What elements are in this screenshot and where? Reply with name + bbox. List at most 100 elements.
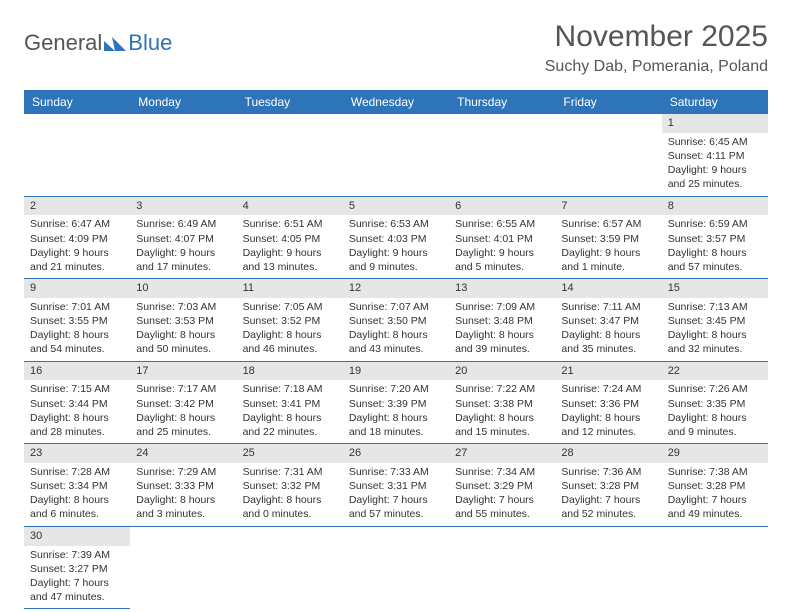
calendar-body: 1Sunrise: 6:45 AMSunset: 4:11 PMDaylight… [24, 114, 768, 609]
day-line-d1: Daylight: 8 hours [136, 328, 230, 342]
day-line-d2: and 25 minutes. [668, 177, 762, 191]
day-line-d1: Daylight: 8 hours [668, 328, 762, 342]
calendar-cell: 9Sunrise: 7:01 AMSunset: 3:55 PMDaylight… [24, 279, 130, 362]
day-line-sr: Sunrise: 6:51 AM [243, 217, 337, 231]
calendar-cell [555, 526, 661, 609]
day-line-ss: Sunset: 3:32 PM [243, 479, 337, 493]
day-line-d1: Daylight: 8 hours [136, 493, 230, 507]
day-line-d2: and 9 minutes. [668, 425, 762, 439]
day-line-ss: Sunset: 3:48 PM [455, 314, 549, 328]
day-line-d1: Daylight: 8 hours [561, 411, 655, 425]
day-line-d2: and 52 minutes. [561, 507, 655, 521]
calendar-cell: 5Sunrise: 6:53 AMSunset: 4:03 PMDaylight… [343, 196, 449, 279]
day-line-d1: Daylight: 8 hours [30, 411, 124, 425]
day-body: Sunrise: 7:13 AMSunset: 3:45 PMDaylight:… [662, 298, 768, 361]
day-line-d1: Daylight: 7 hours [30, 576, 124, 590]
day-number: 27 [449, 444, 555, 463]
day-line-d2: and 18 minutes. [349, 425, 443, 439]
day-line-d2: and 28 minutes. [30, 425, 124, 439]
day-line-d1: Daylight: 9 hours [243, 246, 337, 260]
calendar-row: 9Sunrise: 7:01 AMSunset: 3:55 PMDaylight… [24, 279, 768, 362]
day-line-d1: Daylight: 8 hours [455, 411, 549, 425]
day-line-sr: Sunrise: 7:39 AM [30, 548, 124, 562]
day-line-sr: Sunrise: 7:17 AM [136, 382, 230, 396]
title-block: November 2025 Suchy Dab, Pomerania, Pola… [545, 20, 768, 76]
day-body: Sunrise: 7:07 AMSunset: 3:50 PMDaylight:… [343, 298, 449, 361]
calendar-cell: 20Sunrise: 7:22 AMSunset: 3:38 PMDayligh… [449, 361, 555, 444]
day-line-d2: and 13 minutes. [243, 260, 337, 274]
logo-text-blue: Blue [128, 30, 172, 56]
calendar-cell [343, 114, 449, 196]
day-line-ss: Sunset: 3:31 PM [349, 479, 443, 493]
day-line-d2: and 47 minutes. [30, 590, 124, 604]
day-number [343, 527, 449, 546]
day-line-sr: Sunrise: 7:05 AM [243, 300, 337, 314]
day-line-ss: Sunset: 3:45 PM [668, 314, 762, 328]
day-line-ss: Sunset: 3:55 PM [30, 314, 124, 328]
day-line-d2: and 5 minutes. [455, 260, 549, 274]
day-line-ss: Sunset: 3:29 PM [455, 479, 549, 493]
day-number: 23 [24, 444, 130, 463]
calendar-cell: 22Sunrise: 7:26 AMSunset: 3:35 PMDayligh… [662, 361, 768, 444]
calendar-cell: 27Sunrise: 7:34 AMSunset: 3:29 PMDayligh… [449, 444, 555, 527]
day-line-ss: Sunset: 3:33 PM [136, 479, 230, 493]
day-number: 4 [237, 197, 343, 216]
day-line-d1: Daylight: 7 hours [668, 493, 762, 507]
day-body [130, 133, 236, 139]
day-number: 12 [343, 279, 449, 298]
day-line-d1: Daylight: 8 hours [243, 411, 337, 425]
calendar-row: 2Sunrise: 6:47 AMSunset: 4:09 PMDaylight… [24, 196, 768, 279]
calendar-row: 23Sunrise: 7:28 AMSunset: 3:34 PMDayligh… [24, 444, 768, 527]
calendar-cell: 1Sunrise: 6:45 AMSunset: 4:11 PMDaylight… [662, 114, 768, 196]
day-line-d2: and 57 minutes. [349, 507, 443, 521]
day-line-sr: Sunrise: 6:59 AM [668, 217, 762, 231]
day-line-d2: and 0 minutes. [243, 507, 337, 521]
day-line-d2: and 54 minutes. [30, 342, 124, 356]
day-body: Sunrise: 7:36 AMSunset: 3:28 PMDaylight:… [555, 463, 661, 526]
day-line-d2: and 39 minutes. [455, 342, 549, 356]
calendar-row: 30Sunrise: 7:39 AMSunset: 3:27 PMDayligh… [24, 526, 768, 609]
day-line-ss: Sunset: 3:36 PM [561, 397, 655, 411]
day-body [555, 133, 661, 139]
calendar-cell: 11Sunrise: 7:05 AMSunset: 3:52 PMDayligh… [237, 279, 343, 362]
day-line-sr: Sunrise: 7:13 AM [668, 300, 762, 314]
day-line-sr: Sunrise: 6:57 AM [561, 217, 655, 231]
day-line-ss: Sunset: 3:44 PM [30, 397, 124, 411]
day-body [343, 546, 449, 552]
day-body: Sunrise: 7:38 AMSunset: 3:28 PMDaylight:… [662, 463, 768, 526]
calendar-cell: 15Sunrise: 7:13 AMSunset: 3:45 PMDayligh… [662, 279, 768, 362]
day-number: 6 [449, 197, 555, 216]
day-body: Sunrise: 7:22 AMSunset: 3:38 PMDaylight:… [449, 380, 555, 443]
day-line-d2: and 6 minutes. [30, 507, 124, 521]
calendar-cell: 4Sunrise: 6:51 AMSunset: 4:05 PMDaylight… [237, 196, 343, 279]
calendar-cell: 19Sunrise: 7:20 AMSunset: 3:39 PMDayligh… [343, 361, 449, 444]
calendar-cell [662, 526, 768, 609]
day-line-sr: Sunrise: 7:33 AM [349, 465, 443, 479]
day-line-d1: Daylight: 9 hours [30, 246, 124, 260]
day-body [237, 546, 343, 552]
header: General Blue November 2025 Suchy Dab, Po… [24, 20, 768, 76]
day-body: Sunrise: 7:11 AMSunset: 3:47 PMDaylight:… [555, 298, 661, 361]
day-line-d1: Daylight: 8 hours [668, 411, 762, 425]
day-number [662, 527, 768, 546]
day-body: Sunrise: 7:26 AMSunset: 3:35 PMDaylight:… [662, 380, 768, 443]
day-line-d2: and 12 minutes. [561, 425, 655, 439]
day-body: Sunrise: 7:33 AMSunset: 3:31 PMDaylight:… [343, 463, 449, 526]
day-body [130, 546, 236, 552]
day-line-d1: Daylight: 7 hours [455, 493, 549, 507]
day-number: 19 [343, 362, 449, 381]
weekday-header: Saturday [662, 90, 768, 114]
day-number: 18 [237, 362, 343, 381]
day-body: Sunrise: 6:55 AMSunset: 4:01 PMDaylight:… [449, 215, 555, 278]
day-body: Sunrise: 6:51 AMSunset: 4:05 PMDaylight:… [237, 215, 343, 278]
day-line-d1: Daylight: 9 hours [136, 246, 230, 260]
day-line-ss: Sunset: 3:59 PM [561, 232, 655, 246]
day-line-sr: Sunrise: 6:49 AM [136, 217, 230, 231]
day-line-ss: Sunset: 3:34 PM [30, 479, 124, 493]
day-line-d1: Daylight: 7 hours [561, 493, 655, 507]
day-number: 16 [24, 362, 130, 381]
day-line-sr: Sunrise: 7:18 AM [243, 382, 337, 396]
calendar-cell: 30Sunrise: 7:39 AMSunset: 3:27 PMDayligh… [24, 526, 130, 609]
day-line-sr: Sunrise: 7:29 AM [136, 465, 230, 479]
day-body [237, 133, 343, 139]
